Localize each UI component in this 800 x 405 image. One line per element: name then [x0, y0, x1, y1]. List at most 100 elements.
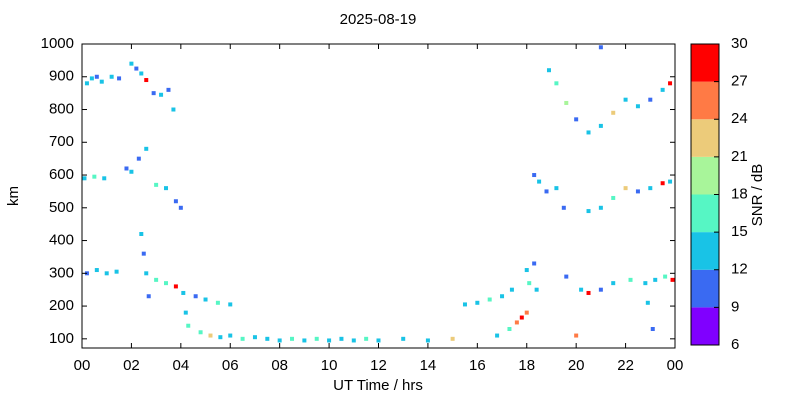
echo-point — [495, 333, 500, 338]
echo-point — [94, 268, 99, 273]
echo-point — [450, 336, 455, 341]
x-tick-label: 00 — [74, 357, 91, 374]
echo-point — [89, 76, 94, 81]
echo-point — [314, 336, 319, 341]
x-tick-label: 04 — [172, 357, 189, 374]
echo-point — [586, 130, 591, 135]
echo-point — [611, 110, 616, 115]
echo-point — [134, 66, 139, 71]
echo-point — [181, 290, 186, 295]
chart-title: 2025-08-19 — [340, 11, 417, 28]
x-tick-label: 12 — [370, 357, 387, 374]
echo-point — [653, 277, 658, 282]
colorbar-bin — [691, 44, 719, 82]
x-tick-label: 20 — [568, 357, 585, 374]
echo-point — [670, 277, 675, 282]
echo-point — [586, 290, 591, 295]
echo-point — [574, 333, 579, 338]
colorbar-tick-label: 27 — [731, 73, 748, 90]
echo-point — [218, 335, 223, 340]
echo-point — [84, 81, 89, 86]
echo-point — [124, 166, 129, 171]
echo-point — [159, 92, 164, 97]
x-tick-label: 14 — [420, 357, 437, 374]
echo-point — [648, 186, 653, 191]
echo-point — [351, 338, 356, 343]
echo-point — [99, 79, 104, 84]
echo-point — [487, 297, 492, 302]
echo-point — [425, 338, 430, 343]
echo-point — [290, 336, 295, 341]
echo-point — [252, 335, 257, 340]
echo-point — [102, 176, 107, 181]
echo-point — [144, 146, 149, 151]
colorbar-tick-label: 9 — [731, 298, 739, 315]
colorbar-tick-label: 15 — [731, 223, 748, 240]
echo-point — [564, 274, 569, 279]
echo-point — [598, 287, 603, 292]
colorbar-bin — [691, 119, 719, 157]
echo-point — [327, 338, 332, 343]
echo-point — [228, 333, 233, 338]
echo-point — [129, 169, 134, 174]
echo-point — [500, 294, 505, 299]
colorbar-bin — [691, 81, 719, 120]
echo-point — [265, 336, 270, 341]
x-tick-label: 00 — [667, 357, 684, 374]
x-tick-label: 06 — [222, 357, 239, 374]
echo-point — [643, 281, 648, 286]
colorbar-bin — [691, 269, 719, 308]
echo-point — [645, 300, 650, 305]
echo-point — [628, 277, 633, 282]
colorbar-bin — [691, 232, 719, 270]
y-tick-label: 600 — [49, 166, 74, 183]
y-tick-label: 900 — [49, 68, 74, 85]
echo-point — [635, 189, 640, 194]
echo-point — [574, 117, 579, 122]
x-tick-label: 16 — [469, 357, 486, 374]
echo-point — [302, 338, 307, 343]
echo-point — [151, 91, 156, 96]
echo-point — [648, 97, 653, 102]
colorbar-tick-label: 12 — [731, 261, 748, 278]
echo-point — [92, 174, 97, 179]
echo-point — [598, 45, 603, 50]
y-tick-label: 800 — [49, 100, 74, 117]
echo-point — [144, 78, 149, 83]
echo-point — [462, 302, 467, 307]
echo-point — [663, 274, 668, 279]
x-tick-label: 22 — [617, 357, 634, 374]
echo-point — [668, 179, 673, 184]
echo-point — [514, 320, 519, 325]
echo-point — [166, 87, 171, 92]
echo-point — [376, 338, 381, 343]
echo-point — [527, 281, 532, 286]
echo-point — [171, 107, 176, 112]
y-tick-label: 200 — [49, 297, 74, 314]
x-tick-label: 02 — [123, 357, 140, 374]
echo-point — [164, 281, 169, 286]
echo-point — [146, 294, 151, 299]
echo-point — [534, 287, 539, 292]
x-axis-label: UT Time / hrs — [333, 377, 423, 394]
echo-point — [94, 74, 99, 79]
echo-point — [554, 81, 559, 86]
echo-point — [173, 199, 178, 204]
echo-point — [623, 186, 628, 191]
echo-point — [401, 336, 406, 341]
echo-point — [154, 277, 159, 282]
echo-point — [203, 297, 208, 302]
echo-point — [129, 61, 134, 66]
echo-point — [139, 232, 144, 236]
echo-point — [532, 261, 537, 266]
echo-point — [668, 81, 673, 86]
y-tick-label: 300 — [49, 264, 74, 281]
echo-point — [564, 100, 569, 105]
echo-point — [544, 189, 549, 194]
echo-point — [660, 181, 665, 186]
echo-point — [183, 310, 188, 315]
echo-point — [579, 287, 584, 292]
echo-point — [186, 323, 191, 328]
